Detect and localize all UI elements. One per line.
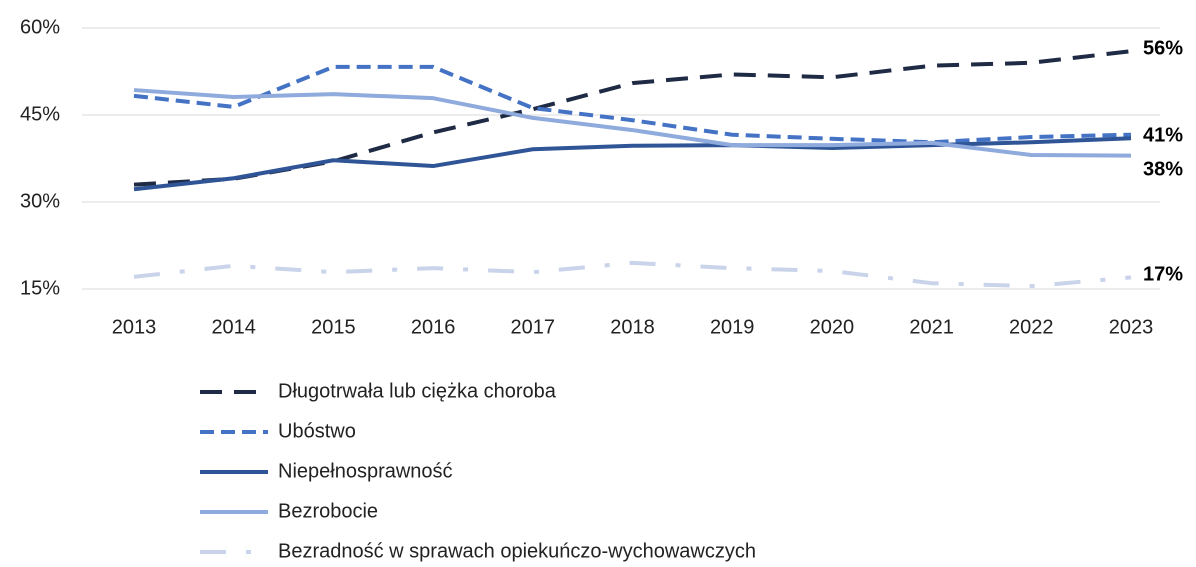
y-tick-label: 60% <box>20 16 60 38</box>
x-tick-label: 2021 <box>909 316 954 338</box>
legend-label: Długotrwała lub ciężka choroba <box>278 380 557 402</box>
x-tick-label: 2013 <box>112 316 157 338</box>
series-line <box>133 136 1132 192</box>
x-tick-label: 2020 <box>810 316 855 338</box>
legend-label: Bezrobocie <box>278 500 378 522</box>
series-line <box>133 88 1132 158</box>
legend-label: Bezradność w sprawach opiekuńczo-wychowa… <box>278 540 756 562</box>
y-tick-label: 30% <box>20 190 60 212</box>
y-tick-label: 45% <box>20 103 60 125</box>
x-tick-label: 2023 <box>1109 316 1154 338</box>
data-label: 56% <box>1143 37 1183 59</box>
x-tick-label: 2016 <box>411 316 456 338</box>
data-label: 41% <box>1143 124 1183 146</box>
data-label: 38% <box>1143 158 1183 180</box>
x-tick-label: 2015 <box>311 316 356 338</box>
y-tick-label: 15% <box>20 277 60 299</box>
series-line <box>133 64 1132 145</box>
series-line <box>133 49 1132 187</box>
x-tick-label: 2017 <box>511 316 556 338</box>
legend-label: Niepełnosprawność <box>278 460 453 482</box>
series-line <box>133 260 1132 289</box>
x-tick-label: 2018 <box>610 316 655 338</box>
data-label: 17% <box>1143 264 1183 286</box>
legend-label: Ubóstwo <box>278 420 356 442</box>
x-tick-label: 2019 <box>710 316 755 338</box>
x-tick-label: 2022 <box>1009 316 1054 338</box>
x-tick-label: 2014 <box>211 316 256 338</box>
